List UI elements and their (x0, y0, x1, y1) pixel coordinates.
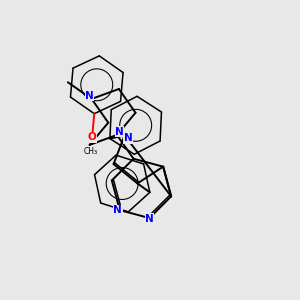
Text: N: N (115, 127, 124, 137)
Text: N: N (124, 134, 132, 143)
Text: N: N (85, 91, 94, 101)
Text: CH₃: CH₃ (84, 147, 98, 156)
Text: N: N (145, 214, 154, 224)
Text: N: N (113, 205, 122, 215)
Text: O: O (88, 132, 97, 142)
